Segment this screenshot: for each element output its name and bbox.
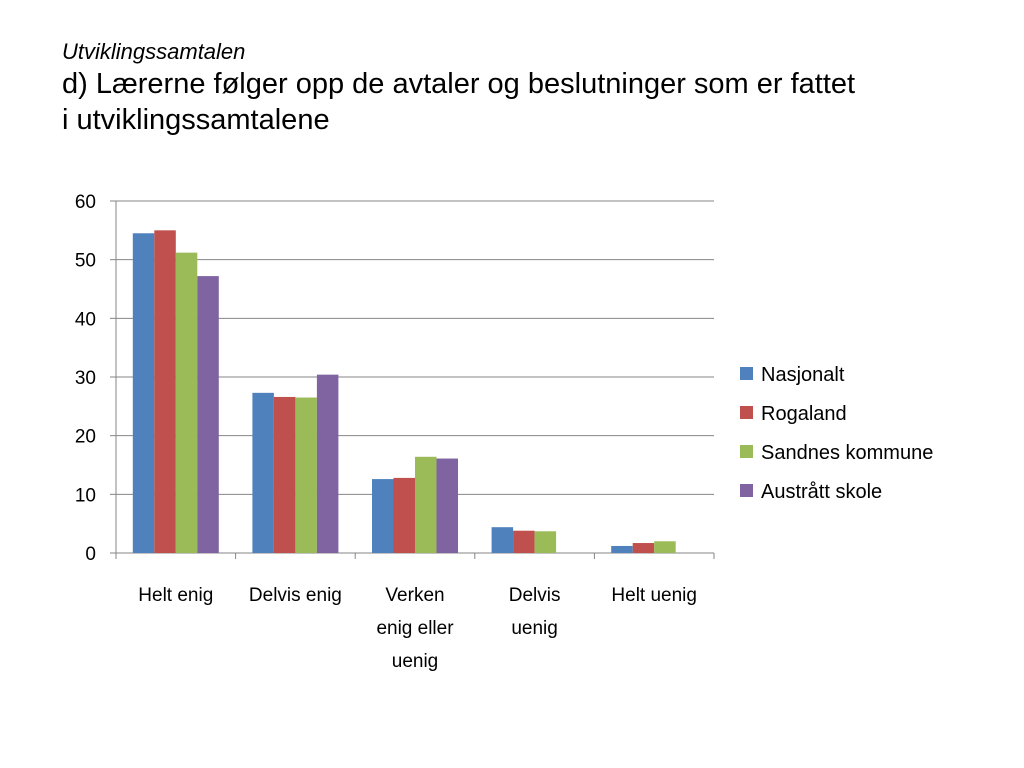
y-tick-label: 0 — [85, 544, 96, 565]
bar-rogaland — [273, 396, 296, 553]
slide-title: d) Lærerne følger opp de avtaler og besl… — [62, 66, 1002, 138]
x-category-label: Helt uenig — [611, 585, 697, 606]
y-tick-label: 50 — [75, 251, 96, 272]
x-category-label: Delvis — [509, 585, 561, 606]
bar-nasjonalt — [491, 527, 514, 553]
bar-nasjonalt — [611, 545, 633, 553]
bar-rogaland — [154, 230, 176, 554]
slide-title-line-2: i utviklingssamtalene — [62, 104, 330, 136]
bar-sandnes-kommune — [175, 252, 198, 554]
bar-nasjonalt — [132, 233, 155, 553]
slide-title-line-1: d) Lærerne følger opp de avtaler og besl… — [62, 68, 856, 100]
legend-swatch — [740, 445, 753, 458]
legend-swatch — [740, 367, 753, 380]
slide-subtitle: Utviklingssamtalen — [62, 39, 246, 64]
bar-rogaland — [513, 530, 535, 553]
x-category-label: uenig — [511, 618, 558, 639]
x-category-label: Delvis enig — [249, 585, 342, 606]
bar-sandnes-kommune — [534, 531, 557, 553]
axis-labels: 0 10 20 30 40 50 60 Helt enig Delvis enig Verken e… — [75, 192, 697, 672]
x-category-label: Helt enig — [138, 585, 213, 606]
legend: Nasjonalt Rogaland Sandnes kommune Austrått… — [740, 364, 933, 503]
legend-swatch — [740, 484, 753, 497]
bars — [132, 230, 676, 554]
legend-label: Rogaland — [761, 403, 847, 425]
legend-label: Austrått skole — [761, 481, 882, 503]
bar-austr-tt-skole — [197, 276, 219, 553]
legend-label: Nasjonalt — [761, 364, 845, 386]
bar-sandnes-kommune — [295, 397, 317, 553]
bar-austr-tt-skole — [436, 458, 458, 553]
bar-sandnes-kommune — [415, 456, 437, 553]
y-tick-label: 10 — [75, 485, 96, 506]
bar-nasjonalt — [372, 479, 394, 553]
bar-rogaland — [632, 543, 655, 553]
slide-header: Utviklingssamtalen d) Lærerne følger opp… — [62, 38, 1002, 138]
x-category-label: uenig — [392, 651, 439, 672]
legend-label: Sandnes kommune — [761, 442, 933, 464]
bar-nasjonalt — [252, 392, 274, 553]
y-tick-label: 20 — [75, 427, 96, 448]
x-category-label: Verken — [385, 585, 444, 606]
y-tick-label: 30 — [75, 368, 96, 389]
bar-sandnes-kommune — [654, 541, 676, 553]
legend-swatch — [740, 406, 753, 419]
y-tick-label: 60 — [75, 192, 96, 213]
x-category-label: enig eller — [376, 618, 454, 639]
y-tick-label: 40 — [75, 309, 96, 330]
bar-rogaland — [393, 477, 415, 553]
bar-austr-tt-skole — [316, 374, 339, 553]
